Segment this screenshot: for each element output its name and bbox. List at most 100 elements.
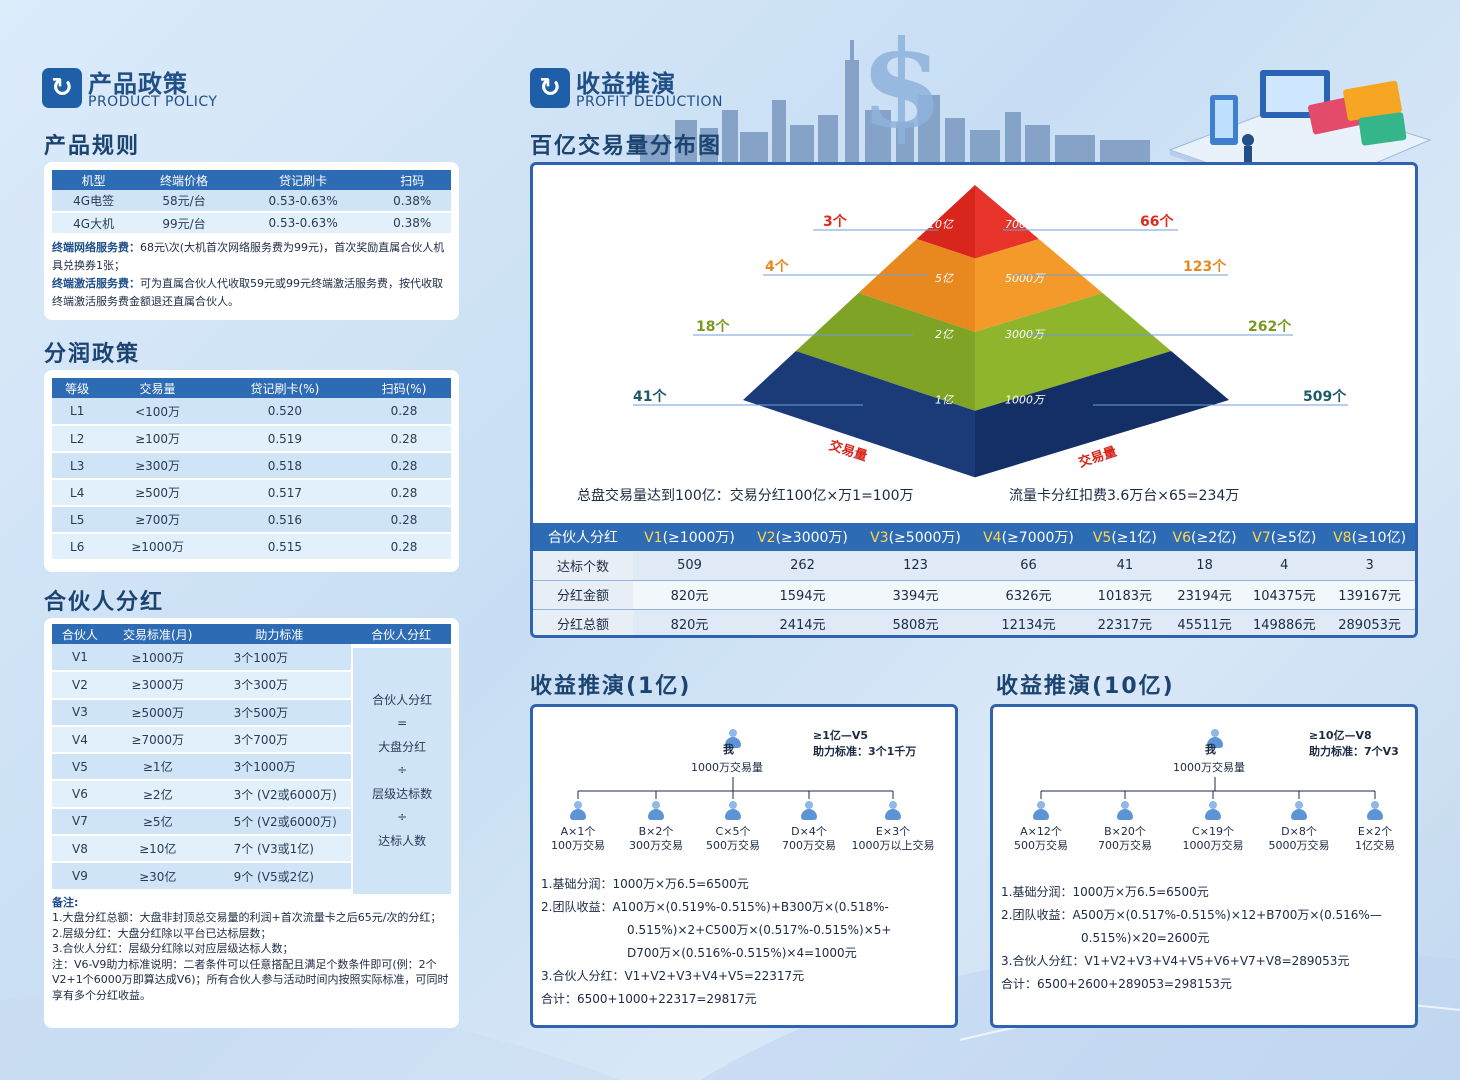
deduction-10-panel: 我 1000万交易量 ≥10亿—V8 助力标准：7个V3 A×12个 500万交易 B×20…	[990, 704, 1418, 1028]
city-skyline-image	[640, 40, 1150, 165]
pyramid-layer-left	[916, 185, 975, 259]
table-row: 分红总额 820元 2414元 5808元 12134元 22317元 45511元 1498…	[533, 609, 1415, 635]
deduction-logo-icon: ↻	[530, 68, 570, 108]
person-icon	[1031, 801, 1051, 821]
tree-boost-standard: 助力标准：7个V3	[1309, 745, 1399, 758]
dividend-level-header: V7(≥5亿)	[1244, 523, 1325, 551]
dividend-table-corner: 合伙人分红	[533, 523, 633, 551]
pyramid-layer-left	[795, 293, 975, 411]
tree-level-line: ≥10亿—V8	[1309, 729, 1372, 742]
pyramid-left-label: 10亿	[928, 218, 955, 231]
table-row: 4G大机 99元/台 0.53-0.63% 0.38%	[52, 212, 451, 235]
pyramid-right-count: 262个	[1248, 318, 1292, 335]
dollar-sign-decor: $	[860, 14, 944, 155]
pyramid-layer-right	[975, 293, 1172, 411]
partner-dividend-table: 合伙人 交易标准(月) 助力标准 合伙人分红 V1 ≥1000万 3个100万 V2 ≥…	[52, 624, 451, 891]
profit-policy-table: 等级 交易量 贷记刷卡(%) 扫码(%) L1 <100万 0.520 0.28 L2 ≥…	[52, 378, 451, 561]
pyramid-left-label: 5亿	[935, 272, 955, 285]
deduction-10-tree	[1040, 777, 1376, 799]
right-header-title: 收益推演	[576, 70, 676, 98]
dividend-formula: 合伙人分红 = 大盘分红 ÷ 层级达标数 ÷ 达标人数	[351, 648, 451, 894]
th-model: 机型	[52, 170, 136, 190]
dividend-level-header: V8(≥10亿)	[1324, 523, 1415, 551]
person-icon	[723, 801, 743, 821]
left-header-title: 产品政策	[88, 70, 188, 98]
dividend-level-header: V6(≥2亿)	[1164, 523, 1245, 551]
pyramid-left-count: 3个	[823, 213, 848, 230]
pyramid-layer-right	[975, 239, 1103, 332]
deduction-10-title: 收益推演(10亿)	[996, 674, 1175, 699]
pyramid-panel: 10亿 7000万 3个 66个 5亿 5000万 4个 123个 2亿 3000万 18个 262个…	[530, 162, 1418, 638]
pyramid-right-count: 123个	[1183, 258, 1227, 275]
partner-dividend-panel: 合伙人 交易标准(月) 助力标准 合伙人分红 V1 ≥1000万 3个100万 V2 ≥…	[44, 618, 459, 1028]
tree-child-label: D×4个 700万交易	[782, 825, 836, 852]
tree-me-volume: 1000万交易量	[1173, 761, 1245, 774]
tree-child-label: B×2个 300万交易	[629, 825, 683, 852]
th-credit: 贷记刷卡	[232, 170, 374, 190]
th-scan: 扫码	[373, 170, 451, 190]
tree-child-label: A×12个 500万交易	[1014, 825, 1068, 852]
pyramid-left-count: 41个	[633, 388, 667, 405]
pyramid-base-right: 交易量	[1077, 444, 1119, 471]
table-row: V3 ≥5000万 3个500万	[52, 698, 451, 727]
tree-child-label: A×1个 100万交易	[551, 825, 605, 852]
product-rules-table: 机型 终端价格 贷记刷卡 扫码 4G电签 58元/台 0.53-0.63% 0.…	[52, 170, 451, 235]
pyramid-left-count: 18个	[696, 318, 730, 335]
person-icon	[568, 801, 588, 821]
person-icon	[799, 801, 819, 821]
pyramid-layer-right	[975, 185, 1039, 259]
pyramid-right-label: 1000万	[1005, 394, 1046, 407]
right-header-subtitle: PROFIT DEDUCTION	[576, 94, 723, 110]
profit-policy-title: 分润政策	[44, 342, 141, 367]
pyramid-chart: 10亿 7000万 3个 66个 5亿 5000万 4个 123个 2亿 3000万 18个 262个…	[633, 185, 1348, 478]
tree-child-label: D×8个 5000万交易	[1268, 825, 1330, 852]
tree-level-line: ≥1亿—V5	[813, 729, 869, 742]
partner-dividend-title: 合伙人分红	[44, 590, 165, 615]
tree-child-label: C×5个 500万交易	[706, 825, 760, 852]
dividend-level-header: V3(≥5000万)	[859, 523, 972, 551]
pyramid-base-left: 交易量	[827, 437, 869, 464]
dividend-level-header: V5(≥1亿)	[1085, 523, 1165, 551]
tree-child-label: B×20个 700万交易	[1098, 825, 1152, 852]
person-icon	[1203, 801, 1223, 821]
tree-boost-standard: 助力标准：3个1千万	[813, 745, 917, 758]
th-price: 终端价格	[135, 170, 233, 190]
product-rules-title: 产品规则	[44, 134, 141, 159]
pyramid-right-count: 66个	[1140, 213, 1174, 230]
table-row: 达标个数 509 262 123 66 41 18 4 3	[533, 551, 1415, 581]
policy-logo-icon: ↻	[42, 68, 82, 108]
partner-dividend-notes: 备注: 1.大盘分红总额：大盘非封顶总交易量的利润+首次流量卡之后65元/次的分…	[52, 895, 449, 1002]
pyramid-layer-left	[743, 351, 975, 478]
pyramid-right-count: 509个	[1303, 388, 1347, 405]
person-icon	[1365, 801, 1385, 821]
deduction-1-title: 收益推演(1亿)	[530, 674, 692, 699]
table-row: L5 ≥700万 0.516 0.28	[52, 506, 451, 534]
product-rules-panel: 机型 终端价格 贷记刷卡 扫码 4G电签 58元/台 0.53-0.63% 0.…	[44, 162, 459, 320]
person-icon	[1205, 729, 1225, 749]
pyramid-layer-right	[975, 351, 1229, 478]
table-row: L2 ≥100万 0.519 0.28	[52, 425, 451, 453]
tree-me-label: 我	[723, 743, 734, 756]
pyramid-summary-left: 总盘交易量达到100亿：交易分红100亿×万1=100万	[577, 488, 914, 504]
table-row: L1 <100万 0.520 0.28	[52, 398, 451, 426]
tree-me-volume: 1000万交易量	[691, 761, 763, 774]
table-row: 4G电签 58元/台 0.53-0.63% 0.38%	[52, 190, 451, 213]
table-row: L4 ≥500万 0.517 0.28	[52, 479, 451, 507]
profit-policy-panel: 等级 交易量 贷记刷卡(%) 扫码(%) L1 <100万 0.520 0.28 L2 ≥…	[44, 370, 459, 572]
deduction-1-panel: 我 1000万交易量 ≥1亿—V5 助力标准：3个1千万 A×1个 100万交易 B×2个 3…	[530, 704, 958, 1028]
tree-child-label: C×19个 1000万交易	[1182, 825, 1244, 852]
tree-child-label: E×2个 1亿交易	[1355, 825, 1395, 852]
pyramid-title: 百亿交易量分布图	[530, 134, 723, 159]
pyramid-right-label: 5000万	[1005, 272, 1046, 285]
dividend-level-header: V2(≥3000万)	[746, 523, 859, 551]
tree-child-label: E×3个 1000万以上交易	[851, 825, 935, 852]
person-icon	[723, 729, 743, 749]
pyramid-right-label: 7000万	[1005, 218, 1046, 231]
left-header-subtitle: PRODUCT POLICY	[88, 94, 218, 110]
deduction-1-formula: 1.基础分润：1000万×万6.5=6500元 2.团队收益：A100万×(0.…	[541, 877, 892, 1006]
person-icon	[883, 801, 903, 821]
pyramid-left-count: 4个	[765, 258, 790, 275]
person-icon	[1115, 801, 1135, 821]
table-row: 分红金额 820元 1594元 3394元 6326元 10183元 23194元 10437…	[533, 580, 1415, 610]
pyramid-left-label: 2亿	[935, 328, 955, 341]
